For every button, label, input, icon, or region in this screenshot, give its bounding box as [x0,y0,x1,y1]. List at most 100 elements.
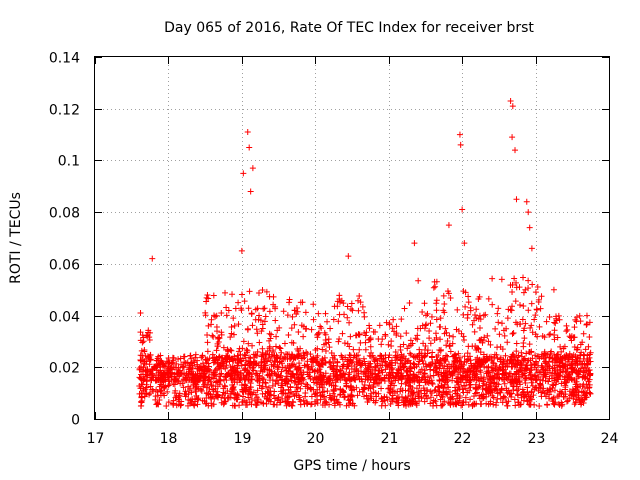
data-point [239,388,246,395]
data-point [482,311,489,318]
data-point [256,382,263,389]
data-point [398,393,405,400]
data-point [261,359,268,366]
data-point [392,375,399,382]
data-point [194,401,201,408]
data-point [204,332,211,339]
data-point [273,352,280,359]
data-point [384,396,391,403]
data-point [433,334,440,341]
data-point [278,349,285,356]
data-point [141,346,148,353]
data-point [416,346,423,353]
data-point [310,355,317,362]
data-point [155,374,162,381]
data-point [367,353,374,360]
data-point [431,387,438,394]
data-point [400,364,407,371]
data-point [383,372,390,379]
data-point [280,308,287,315]
data-point [297,385,304,392]
data-point [180,384,187,391]
data-point [501,380,508,387]
data-point [528,388,535,395]
data-point [307,385,314,392]
data-point [499,361,506,368]
data-point [460,399,467,406]
data-point [545,395,552,402]
data-point [344,303,351,310]
data-point [442,376,449,383]
data-point [138,347,145,354]
data-point [534,369,541,376]
data-point [247,188,254,195]
data-point [543,318,550,325]
data-point [513,387,520,394]
data-point [480,378,487,385]
data-point [212,379,219,386]
data-point [288,402,295,409]
data-point [247,363,254,370]
data-point [297,299,304,306]
data-point [429,349,436,356]
data-point [345,253,352,260]
data-point [447,401,454,408]
data-point [513,340,520,347]
data-point [158,382,165,389]
data-point [200,377,207,384]
data-point [278,368,285,375]
data-point [484,332,491,339]
data-point [220,344,227,351]
data-point [190,373,197,380]
data-point [403,330,410,337]
data-point [322,347,329,354]
data-point [519,316,526,323]
data-point [205,377,212,384]
data-point [168,360,175,367]
x-tick-label: 17 [87,431,105,447]
data-point [521,325,528,332]
data-point [562,354,569,361]
data-point [322,310,329,317]
data-point [314,352,321,359]
data-point [420,385,427,392]
data-point [163,402,170,409]
data-point [214,343,221,350]
data-point [382,366,389,373]
data-point [175,356,182,363]
data-point [138,391,145,398]
data-point [215,363,222,370]
data-point [414,391,421,398]
data-point [486,373,493,380]
data-point [378,341,385,348]
data-point [143,332,150,339]
data-point [379,398,386,405]
data-point [254,330,261,337]
data-point [385,341,392,348]
data-point [367,376,374,383]
data-point [201,374,208,381]
data-point [191,378,198,385]
data-point [437,336,444,343]
data-point [250,367,257,374]
data-point [433,402,440,409]
data-point [387,390,394,397]
data-point [426,328,433,335]
data-point [573,369,580,376]
data-point [412,335,419,342]
data-point [447,348,454,355]
data-point [281,340,288,347]
data-point [341,393,348,400]
x-axis-ticks: 17 18 19 20 21 22 23 24 [87,57,618,447]
data-point [170,355,177,362]
data-point [397,346,404,353]
data-point [449,377,456,384]
data-point [351,376,358,383]
data-point [343,402,350,409]
data-point [385,375,392,382]
data-point [371,367,378,374]
data-point [311,368,318,375]
data-point [238,291,245,298]
data-point [337,367,344,374]
data-point [173,376,180,383]
